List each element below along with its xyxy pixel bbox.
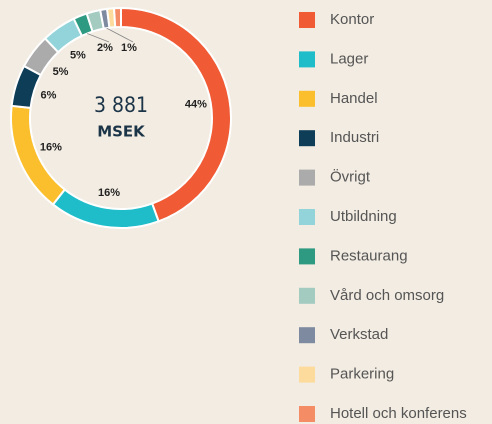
legend-swatch	[299, 327, 315, 344]
legend-label: Vård och omsorg	[330, 287, 444, 304]
legend-label: Utbildning	[330, 208, 397, 225]
legend-label: Lager	[330, 50, 368, 67]
data-label: 5%	[70, 49, 86, 61]
legend-swatch	[299, 287, 315, 304]
legend-label: Restaurang	[330, 247, 408, 264]
center-value: 3 881	[94, 93, 148, 117]
data-label: 1%	[121, 42, 137, 54]
legend-swatch	[299, 90, 315, 107]
legend-label: Handel	[330, 90, 378, 107]
legend-swatch	[299, 130, 315, 147]
legend-swatch	[299, 12, 315, 28]
leader-line	[106, 27, 134, 43]
data-label: 6%	[40, 89, 56, 101]
legend-label: Kontor	[330, 11, 374, 28]
legend-label: Övrigt	[330, 168, 371, 186]
data-label: 16%	[98, 187, 120, 199]
legend-label: Hotell och konferens	[330, 405, 467, 422]
legend-swatch	[299, 51, 315, 68]
legend-label: Parkering	[330, 366, 394, 383]
legend-label: Verkstad	[330, 326, 388, 343]
legend-swatch	[299, 209, 315, 225]
legend-label: Industri	[330, 129, 379, 146]
data-label: 16%	[40, 141, 62, 153]
legend-swatch	[299, 406, 315, 422]
legend-swatch	[299, 248, 315, 265]
center-unit: MSEK	[97, 123, 146, 141]
data-label: 2%	[97, 42, 113, 54]
leader-line	[87, 33, 110, 43]
legend-swatch	[299, 169, 315, 186]
data-label: 5%	[53, 66, 69, 78]
donut-segment	[112, 6, 122, 29]
data-label: 44%	[185, 99, 207, 111]
legend-swatch	[299, 366, 315, 383]
